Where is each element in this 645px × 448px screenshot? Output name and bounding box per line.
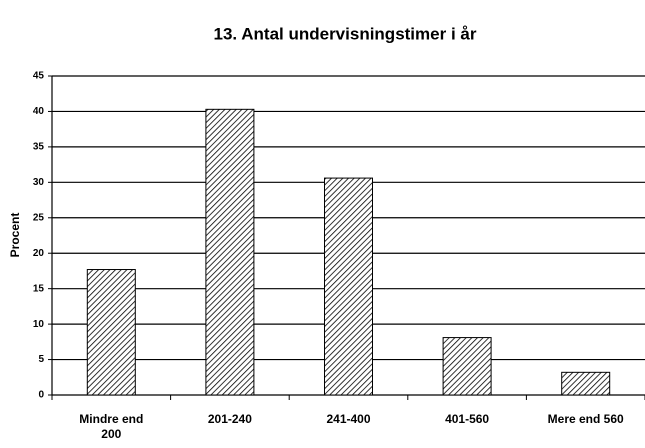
- y-tick-label: 35: [33, 142, 45, 153]
- y-tick-label: 15: [33, 283, 45, 294]
- y-tick-label: 5: [38, 354, 44, 365]
- x-tick-label: 201-240: [207, 412, 252, 426]
- y-tick-label: 20: [33, 248, 45, 259]
- y-axis-label: Procent: [8, 213, 22, 258]
- y-tick-label: 45: [33, 71, 45, 82]
- y-tick-label: 30: [33, 177, 45, 188]
- bar: [86, 269, 136, 396]
- bar: [324, 177, 373, 396]
- x-tick-label: Mere end 560: [547, 412, 624, 426]
- y-tick-label: 10: [33, 319, 45, 330]
- x-tick-label: Mindre end 200: [79, 412, 144, 441]
- y-tick-label: 0: [38, 390, 44, 401]
- y-tick-label: 25: [33, 212, 45, 223]
- bar: [561, 371, 611, 396]
- x-tick-label: 401-560: [445, 412, 490, 426]
- bar: [442, 337, 492, 396]
- x-tick-label: 241-400: [326, 412, 371, 426]
- chart-title: 13. Antal undervisningstimer i år: [214, 24, 477, 43]
- bar: [205, 108, 255, 396]
- y-tick-label: 40: [33, 106, 45, 117]
